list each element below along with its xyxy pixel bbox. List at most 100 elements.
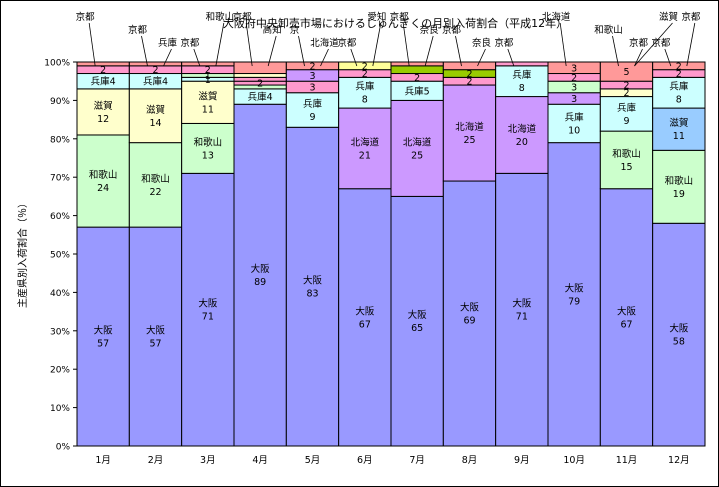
segment-label: 69	[463, 316, 475, 327]
segment-label: 3	[309, 71, 315, 82]
x-tick-label: 5月	[305, 455, 321, 466]
annotation-leader	[455, 35, 462, 67]
segment-label: 2	[152, 65, 158, 76]
chart-title: 大阪府中央卸売市場におけるしゅんぎくの月別入荷割合（平成12年）	[223, 16, 567, 30]
annotation-leader	[686, 22, 696, 67]
segment-label: 北海道	[403, 136, 432, 148]
x-tick-label: 3月	[200, 455, 216, 466]
segment-label: 20	[516, 137, 528, 148]
annotation-label: 愛知	[367, 11, 386, 23]
segment-label: 兵庫	[565, 111, 585, 123]
segment-label: 11	[202, 104, 214, 115]
annotation-leader	[424, 35, 434, 67]
annotation-label: 北海道	[310, 37, 339, 49]
segment-label: 2	[205, 65, 211, 76]
bar-segment	[495, 65, 549, 98]
segment-label: 71	[202, 312, 214, 323]
x-tick-label: 9月	[514, 455, 530, 466]
segment-label: 大阪	[408, 309, 428, 321]
segment-label: 2	[676, 61, 682, 72]
segment-label: 14	[149, 118, 161, 129]
annotation-label: 京都	[128, 24, 148, 36]
segment-label: 和歌山	[141, 173, 170, 185]
annotation-leader	[664, 48, 672, 67]
segment-label: 71	[516, 312, 528, 323]
segment-label: 2	[571, 73, 577, 84]
annotation-label: 和歌山	[594, 24, 623, 36]
segment-label: 67	[620, 319, 632, 330]
segment-label: 2	[362, 69, 368, 80]
segment-label: 大阪	[565, 282, 585, 294]
segment-label: 8	[362, 95, 368, 106]
segment-label: 3	[571, 63, 577, 74]
annotation-leader	[88, 22, 96, 67]
axes: 0% 10% 20% 30% 40% 50% 60% 70% 80% 90% 100% 1月 2月 3月 4…	[44, 59, 705, 466]
segment-label: 21	[359, 150, 371, 161]
bar-segment	[338, 76, 392, 109]
annotation-leader	[372, 22, 382, 67]
annotation-label: 和歌山	[206, 11, 235, 23]
segment-label: 大阪	[251, 263, 271, 275]
segment-label: 和歌山	[612, 148, 641, 160]
bar-segment	[547, 142, 601, 447]
annotation-label: 北海道	[542, 11, 571, 23]
annotation-leader	[245, 22, 253, 67]
segment-label: 3	[571, 94, 577, 105]
y-tick-label: 70%	[50, 174, 70, 184]
segment-label: 8	[676, 95, 682, 106]
bar-segment	[652, 222, 706, 447]
y-tick-label: 90%	[50, 97, 70, 107]
segment-label: 滋賀	[146, 104, 165, 116]
bar-segment	[495, 61, 549, 67]
segment-label: 兵庫	[512, 69, 532, 81]
segment-label: 5	[623, 67, 629, 78]
annotation-label: 京都	[76, 11, 96, 23]
segment-label: 22	[149, 187, 161, 198]
bar-segment	[599, 130, 654, 190]
segment-label: 滋賀	[198, 90, 217, 102]
bar-segment	[652, 149, 706, 224]
segment-label: 北海道	[351, 136, 380, 148]
segment-label: 8	[519, 83, 525, 94]
annotation-label: 高知	[263, 24, 282, 36]
segment-label: 79	[568, 296, 580, 307]
segment-label: 北海道	[508, 123, 537, 135]
x-tick-label: 7月	[409, 455, 425, 466]
bar-segment	[338, 188, 392, 447]
bar-segment	[390, 195, 444, 447]
bar-segment	[442, 84, 497, 182]
annotation-leader	[320, 48, 329, 67]
segment-label: 3	[309, 82, 315, 93]
segment-label: 大阪	[460, 302, 480, 314]
bar-segment	[390, 99, 444, 197]
segment-label: 12	[97, 114, 109, 125]
bars	[76, 61, 706, 447]
bar-segment	[128, 142, 183, 228]
annotation-leader	[267, 35, 277, 67]
annotation-label: 京都	[180, 37, 200, 49]
y-tick-label: 10%	[50, 404, 70, 414]
y-tick-label: 60%	[50, 212, 70, 222]
segment-label: 大阪	[198, 298, 218, 310]
segment-label: 19	[673, 189, 685, 200]
annotation-label: 京都	[390, 11, 410, 23]
segment-label: 兵庫5	[405, 85, 430, 97]
x-tick-label: 4月	[252, 455, 268, 466]
bar-segment	[285, 126, 340, 447]
annotation-label: 京都	[629, 37, 649, 49]
annotation-label: 京都	[681, 11, 701, 23]
segment-label: 2	[309, 61, 315, 72]
annotation-label: 滋賀	[659, 11, 678, 23]
annotation-leader	[141, 35, 148, 67]
annotation-leader	[612, 35, 619, 67]
annotation-label: 京都	[651, 37, 671, 49]
y-tick-label: 100%	[44, 59, 70, 69]
annotation-label: 奈良	[472, 37, 492, 49]
segment-label: 兵庫4	[248, 91, 273, 103]
segment-label: 2	[623, 88, 629, 99]
annotation-label: 京都	[494, 37, 514, 49]
bar-segment	[652, 76, 706, 109]
segment-label: 83	[306, 289, 318, 300]
annotation-label: 奈良	[420, 24, 440, 36]
